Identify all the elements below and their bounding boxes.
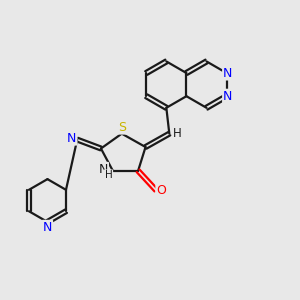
Text: N: N — [99, 163, 108, 176]
Text: N: N — [223, 67, 232, 80]
Text: N: N — [67, 132, 76, 145]
Text: N: N — [223, 90, 232, 103]
Text: H: H — [104, 170, 112, 180]
Text: O: O — [156, 184, 166, 197]
Text: S: S — [118, 121, 126, 134]
Text: N: N — [43, 221, 52, 234]
Text: H: H — [173, 127, 182, 140]
